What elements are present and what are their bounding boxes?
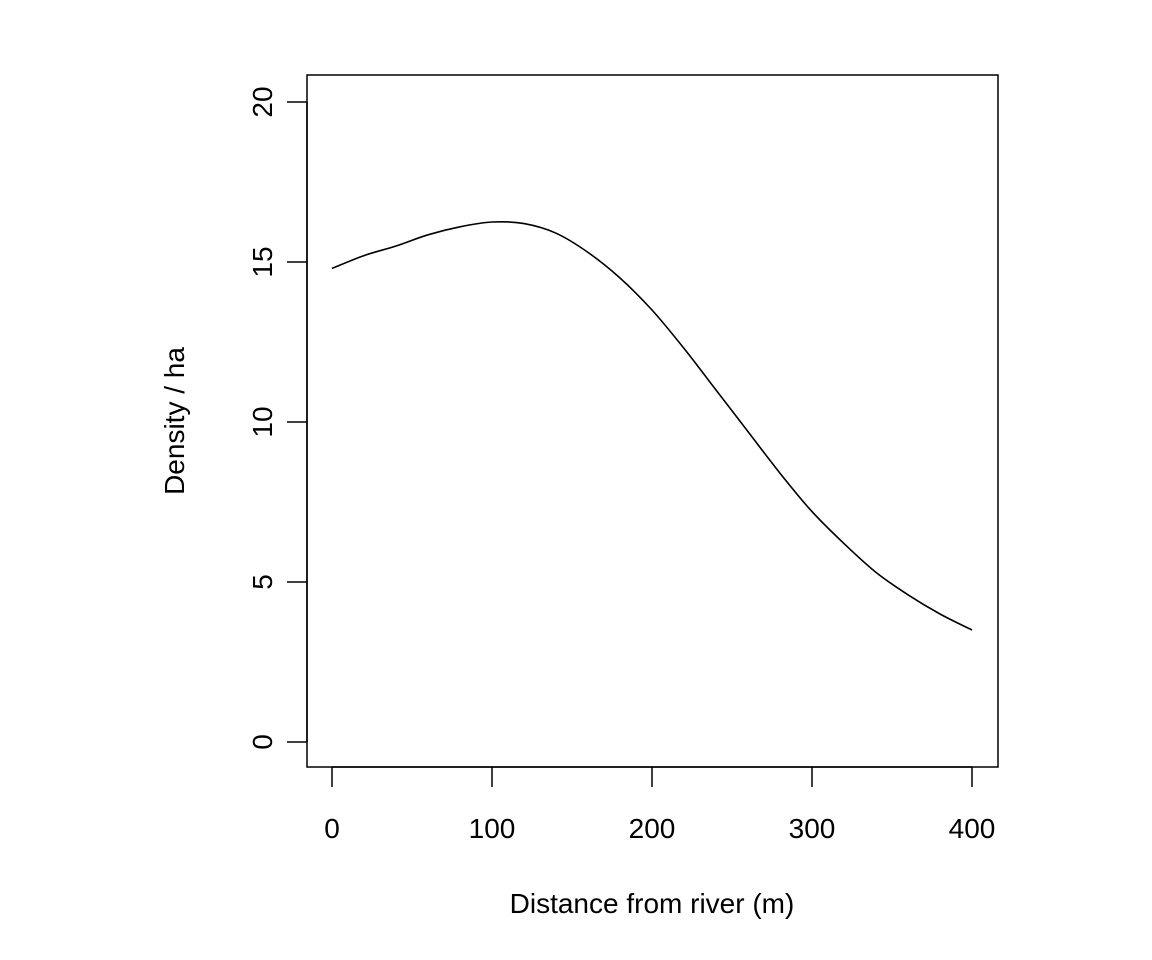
x-axis: 0 100 200 300 400 — [324, 766, 996, 844]
x-axis-label: Distance from river (m) — [510, 888, 795, 919]
x-tick-label: 100 — [469, 813, 516, 844]
x-tick-label: 200 — [629, 813, 676, 844]
plot-frame — [306, 74, 999, 768]
y-tick-label: 0 — [247, 734, 278, 750]
y-tick-label: 15 — [247, 246, 278, 277]
y-tick-label: 10 — [247, 406, 278, 437]
y-tick-label: 20 — [247, 86, 278, 117]
x-tick-label: 400 — [949, 813, 996, 844]
y-axis: 0 5 10 15 20 — [247, 86, 308, 750]
x-tick-label: 300 — [789, 813, 836, 844]
y-tick-label: 5 — [247, 574, 278, 590]
series-layer — [331, 220, 973, 631]
y-axis-label: Density / ha — [159, 347, 190, 495]
x-tick-label: 0 — [324, 813, 340, 844]
series-line-density — [331, 220, 973, 631]
